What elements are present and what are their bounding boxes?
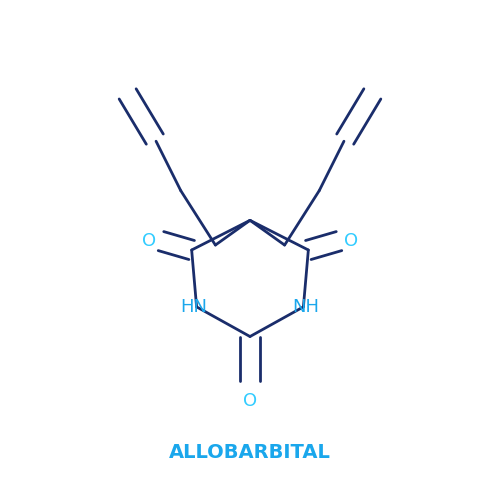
Text: O: O [243,392,257,410]
Text: O: O [344,232,358,250]
Text: O: O [142,232,156,250]
Text: ALLOBARBITAL: ALLOBARBITAL [169,443,331,462]
Text: HN: HN [180,298,208,316]
Text: NH: NH [292,298,320,316]
